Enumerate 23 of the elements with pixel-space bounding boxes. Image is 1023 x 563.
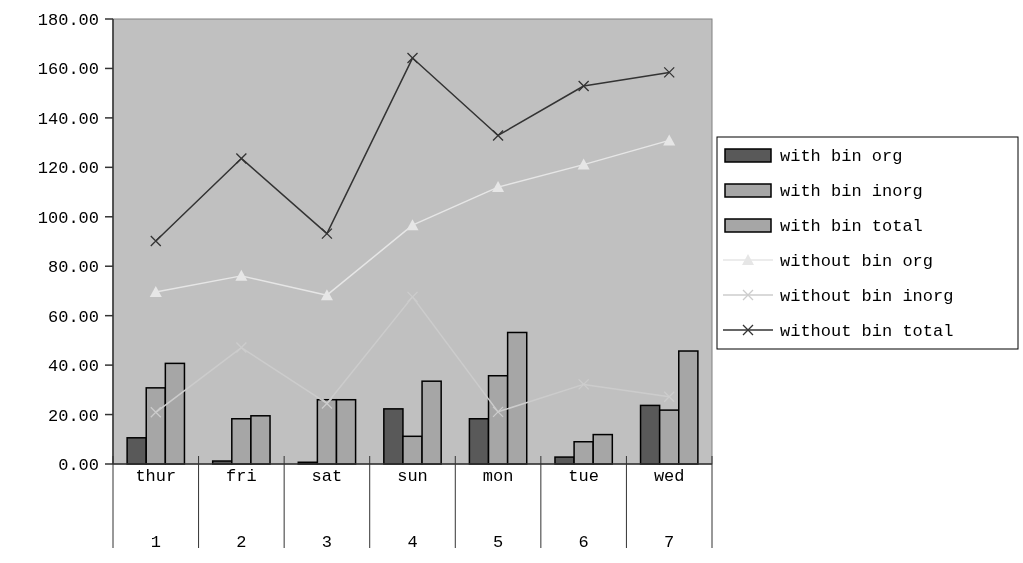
- y-tick-label: 160.00: [37, 60, 99, 80]
- legend-label: without bin inorg: [780, 287, 954, 306]
- y-tick-label: 100.00: [37, 208, 99, 228]
- category-label: tue 6: [568, 467, 599, 552]
- y-tick-label: 0.00: [58, 456, 99, 475]
- y-tick-label: 20.00: [47, 406, 99, 426]
- legend-label: without bin org: [780, 252, 934, 271]
- legend-label: with bin total: [780, 217, 923, 236]
- category-label: mon 5: [482, 467, 514, 552]
- category-label: sat 3: [311, 467, 343, 552]
- category-label: fri 2: [226, 467, 257, 552]
- legend-label: without bin total: [780, 322, 954, 341]
- y-tick-label: 80.00: [47, 258, 99, 278]
- category-label: sun 4: [397, 467, 428, 552]
- category-label: thur 1: [135, 467, 177, 552]
- y-tick-label: 140.00: [37, 109, 99, 129]
- legend-label: with bin org: [780, 147, 903, 166]
- y-tick-label: 120.00: [37, 159, 99, 179]
- legend-label: with bin inorg: [780, 182, 923, 201]
- category-label: wed 7: [653, 467, 685, 552]
- y-tick-label: 60.00: [47, 307, 99, 327]
- y-tick-label: 40.00: [47, 357, 99, 377]
- y-tick-label: 180.00: [37, 11, 99, 30]
